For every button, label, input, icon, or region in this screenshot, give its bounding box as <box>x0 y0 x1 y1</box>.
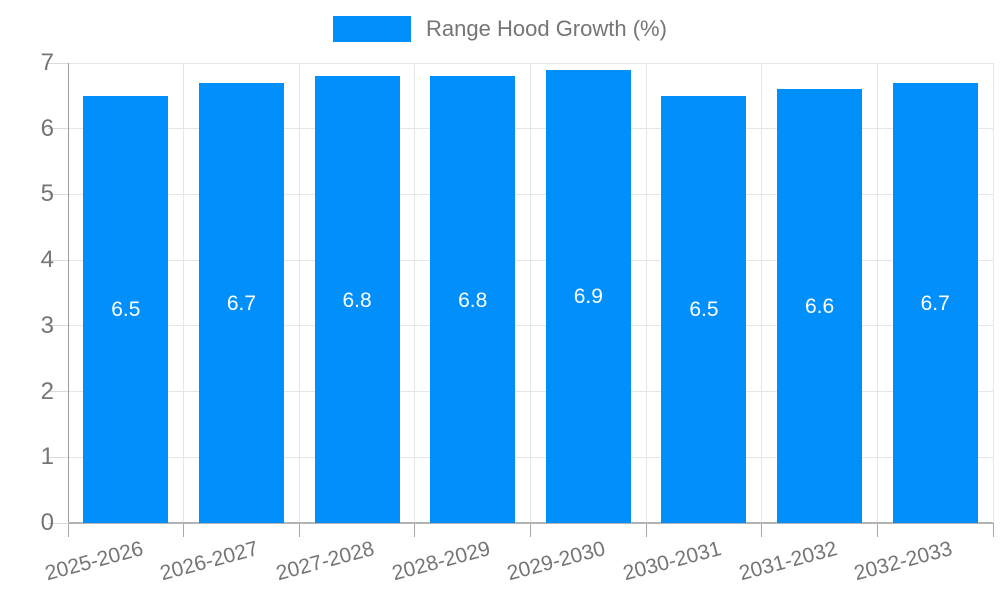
category-gridline <box>876 63 878 523</box>
bar[interactable] <box>777 89 863 523</box>
y-axis-line <box>68 63 69 523</box>
x-tick-mark <box>530 523 531 537</box>
y-tick-mark <box>48 325 68 327</box>
y-tick-mark <box>48 391 68 393</box>
y-axis-tick-label: 0 <box>40 509 54 536</box>
category-gridline <box>298 63 300 523</box>
legend-swatch <box>333 16 412 42</box>
bar[interactable] <box>314 76 400 523</box>
y-tick-mark <box>48 193 68 195</box>
bar[interactable] <box>892 82 978 523</box>
y-tick-mark <box>48 128 68 130</box>
category-gridline <box>183 63 185 523</box>
bar-value-label: 6.8 <box>458 288 488 312</box>
y-axis-tick-label: 1 <box>40 443 54 471</box>
category-gridline <box>992 63 994 523</box>
bar[interactable] <box>545 69 631 523</box>
y-tick-mark <box>48 522 68 524</box>
bar-value-label: 6.5 <box>111 298 141 322</box>
bar-value-label: 6.8 <box>342 288 372 312</box>
y-tick-mark <box>48 456 68 458</box>
bar[interactable] <box>661 95 747 523</box>
bar-value-label: 6.5 <box>689 298 719 322</box>
x-tick-mark <box>298 523 300 537</box>
x-tick-mark <box>67 523 69 537</box>
category-gridline <box>645 63 647 523</box>
y-axis-tick-label: 5 <box>40 180 54 208</box>
x-tick-mark <box>183 523 185 537</box>
y-axis-tick-label: 6 <box>40 114 54 142</box>
bar-value-label: 6.6 <box>804 295 835 319</box>
category-gridline <box>761 63 763 523</box>
legend-label: Range Hood Growth (%) <box>426 16 667 41</box>
chart-legend: Range Hood Growth (%) <box>0 14 1000 44</box>
y-axis-tick-label: 2 <box>40 377 54 405</box>
bar[interactable] <box>198 82 284 523</box>
y-tick-mark <box>48 62 68 64</box>
y-axis-tick-label: 7 <box>40 49 54 76</box>
bar-value-label: 6.9 <box>573 285 603 309</box>
x-tick-mark <box>414 523 416 537</box>
x-axis-baseline <box>68 522 993 524</box>
bar-value-label: 6.7 <box>226 291 257 315</box>
x-tick-mark <box>992 523 994 537</box>
bar-value-label: 6.7 <box>920 291 950 315</box>
x-tick-mark <box>876 523 878 537</box>
category-gridline <box>530 63 531 523</box>
y-axis-tick-label: 3 <box>40 311 54 339</box>
y-tick-mark <box>48 259 68 261</box>
x-tick-mark <box>761 523 763 537</box>
category-gridline <box>414 63 416 523</box>
y-axis-tick-label: 4 <box>40 246 54 274</box>
bar[interactable] <box>430 76 516 523</box>
bar[interactable] <box>83 95 169 523</box>
x-tick-mark <box>645 523 647 537</box>
